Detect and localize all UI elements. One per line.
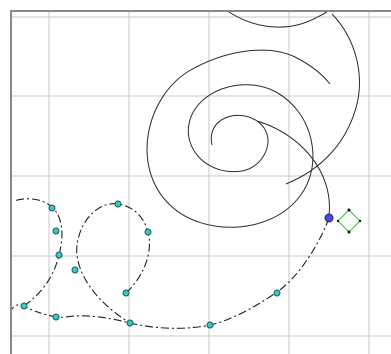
control-point-icon[interactable] (206, 321, 214, 329)
control-point-icon[interactable] (55, 251, 63, 259)
top-margin (0, 0, 391, 10)
control-point-icon[interactable] (52, 313, 60, 321)
left-loop-curve[interactable] (13, 198, 63, 307)
rotate-handle-icon[interactable] (336, 208, 362, 234)
selected-point-icon[interactable] (324, 213, 334, 223)
control-point-icon[interactable] (48, 204, 56, 212)
control-point-icon[interactable] (20, 302, 28, 310)
grid (12, 12, 391, 354)
outer-arc-curve[interactable] (228, 11, 328, 28)
control-point-icon[interactable] (52, 227, 60, 235)
lower-curve-main[interactable] (55, 217, 330, 329)
middle-loop-curve[interactable] (76, 203, 150, 324)
control-point-icon[interactable] (144, 228, 152, 236)
control-point-icon[interactable] (122, 289, 130, 297)
control-point-icon[interactable] (71, 266, 79, 274)
left-margin (0, 10, 10, 354)
upper-branch-curve[interactable] (256, 120, 330, 217)
right-loop-curve[interactable] (285, 13, 360, 185)
control-point-icon[interactable] (126, 319, 134, 327)
control-point-icon[interactable] (114, 200, 122, 208)
control-point-icon[interactable] (273, 289, 281, 297)
spiral-curve[interactable] (146, 49, 331, 228)
drawing-canvas[interactable] (10, 10, 391, 354)
